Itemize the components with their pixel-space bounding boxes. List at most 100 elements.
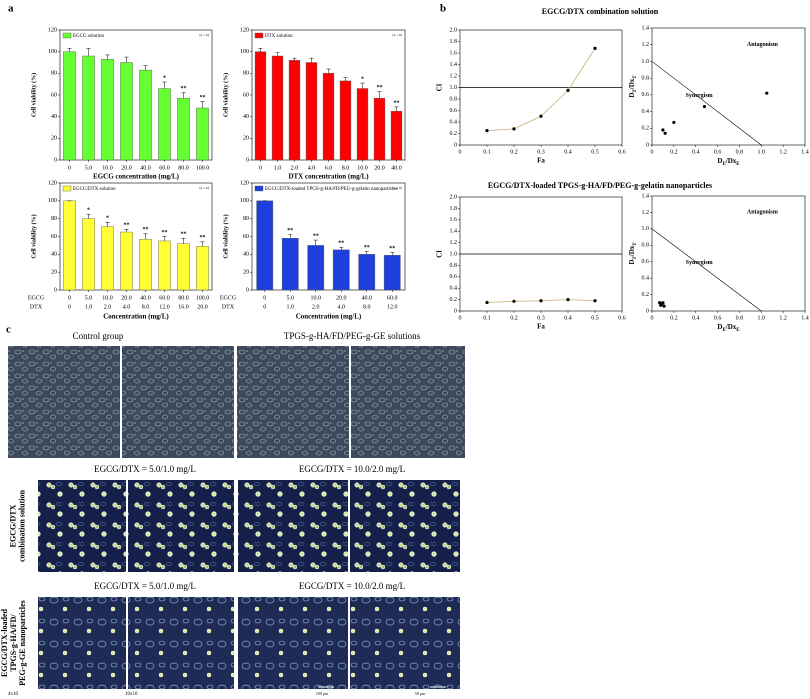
bar <box>158 88 171 161</box>
x-tick-label: 20.0 <box>197 304 208 310</box>
point <box>485 300 489 305</box>
row-label: combination solution <box>17 490 26 562</box>
x-axis-label: EGCG concentration (mg/L) <box>93 173 180 181</box>
label-part: D <box>717 323 722 331</box>
micrograph-caption: EGCG/DTX = 10.0/2.0 mg/L <box>299 581 405 591</box>
y-tick-label: 100 <box>48 49 57 55</box>
y-tick-label: 80 <box>51 216 57 222</box>
micrograph-caption: EGCG/DTX = 10.0/2.0 mg/L <box>299 464 405 474</box>
y-tick-label: 0.8 <box>450 263 458 269</box>
bar <box>177 98 190 161</box>
y-tick-label: 100 <box>240 49 249 55</box>
y-tick-label: 120 <box>240 27 249 33</box>
y-tick-label: 20 <box>243 136 249 142</box>
x-axis-label: Fa <box>537 157 545 165</box>
micrograph <box>128 597 234 689</box>
x-tick-label: 12.0 <box>387 304 398 310</box>
bar <box>139 69 152 161</box>
point <box>593 46 597 51</box>
y-tick-label: 60 <box>243 92 249 98</box>
x-tick-label: 0 <box>259 165 262 171</box>
x-tick-label: 1.0 <box>274 165 282 171</box>
x-tick-label: 0 <box>651 315 654 321</box>
micrograph <box>238 480 348 572</box>
label-part: T <box>633 89 638 93</box>
x-tick-label: 0.8 <box>736 315 744 321</box>
y-tick-label: 0 <box>246 287 249 293</box>
magnification: 4x10 <box>8 692 19 697</box>
category-row-name: DTX <box>222 304 235 310</box>
point <box>663 131 667 135</box>
significance: ** <box>364 245 370 251</box>
x-tick-label: 0.2 <box>670 315 678 321</box>
panel-label: b <box>440 3 446 15</box>
y-tick-label: 0.2 <box>450 131 458 137</box>
x-tick-label: 0.4 <box>564 149 572 155</box>
x-tick-label: 0.3 <box>537 315 545 321</box>
y-tick-label: 1.2 <box>450 73 458 79</box>
y-tick-label: 0.8 <box>642 76 650 82</box>
label-part: E <box>736 162 740 167</box>
y-tick-label: 0 <box>646 142 649 148</box>
label-part: /Dx <box>628 78 636 90</box>
x-tick-label: 0.2 <box>670 149 678 155</box>
x-tick-label: 0.6 <box>714 315 722 321</box>
x-tick-label: 20.0 <box>121 295 132 301</box>
x-tick-label: 1.0 <box>758 315 766 321</box>
magnification: 10x10 <box>125 692 138 697</box>
point <box>661 128 665 132</box>
bar <box>305 62 318 161</box>
bar <box>158 240 171 291</box>
micrograph <box>351 346 465 458</box>
x-tick-label: 1.0 <box>85 304 93 310</box>
y-tick-label: 0.6 <box>642 92 650 98</box>
x-tick-label: 10.0 <box>102 295 113 301</box>
y-axis-label: Cell viability (%) <box>222 73 229 117</box>
plot-frame <box>651 195 806 312</box>
point <box>662 304 666 308</box>
y-axis-label: CI <box>436 250 444 258</box>
label-part: /Dx <box>628 245 636 257</box>
x-tick-label: 0 <box>68 304 71 310</box>
bar <box>82 55 95 161</box>
label-part: T <box>633 75 638 79</box>
micrograph <box>350 597 460 689</box>
point <box>539 114 543 118</box>
x-tick-label: 5.0 <box>287 295 295 301</box>
bar <box>63 200 76 291</box>
micrograph <box>8 346 120 458</box>
x-tick-label: 40.0 <box>140 295 151 301</box>
x-tick-label: 8.0 <box>142 304 150 310</box>
x-tick-label: 0.5 <box>591 149 599 155</box>
y-tick-label: 2.0 <box>450 194 458 200</box>
category-row-name: EGCG <box>28 295 45 301</box>
y-tick-label: 80 <box>243 71 249 77</box>
bar <box>256 200 274 291</box>
x-tick-label: 0.1 <box>483 149 491 155</box>
x-tick-label: 4.0 <box>308 165 316 171</box>
y-tick-label: 80 <box>51 71 57 77</box>
row-label: TPGS-g-HA/FD/ <box>9 614 18 672</box>
micrograph-caption: TPGS-g-HA/FD/PEG-g-GE solutions <box>284 331 421 341</box>
y-tick-label: 0.6 <box>450 274 458 280</box>
chart-title: EGCG/DTX-loaded TPGS-g-HA/FD/PEG-g-gelat… <box>488 181 712 190</box>
annotation: Synergism <box>686 93 713 99</box>
label-part: E <box>736 328 740 333</box>
x-tick-label: 4.0 <box>338 304 346 310</box>
y-tick-label: 0.4 <box>642 276 650 282</box>
significance: ** <box>377 85 383 91</box>
bar <box>390 111 403 161</box>
point <box>566 88 570 92</box>
y-tick-label: 0.8 <box>450 96 458 102</box>
sample-note: (n = 6) <box>392 186 402 190</box>
x-tick-label: 0 <box>68 165 71 171</box>
plot-frame <box>651 27 806 146</box>
y-tick-label: 1.0 <box>642 59 650 65</box>
y-tick-label: 60 <box>51 234 57 240</box>
significance: ** <box>313 233 319 239</box>
label-part: D <box>628 93 636 98</box>
point <box>672 120 676 125</box>
legend-swatch <box>62 185 72 192</box>
y-tick-label: 0 <box>454 308 457 314</box>
